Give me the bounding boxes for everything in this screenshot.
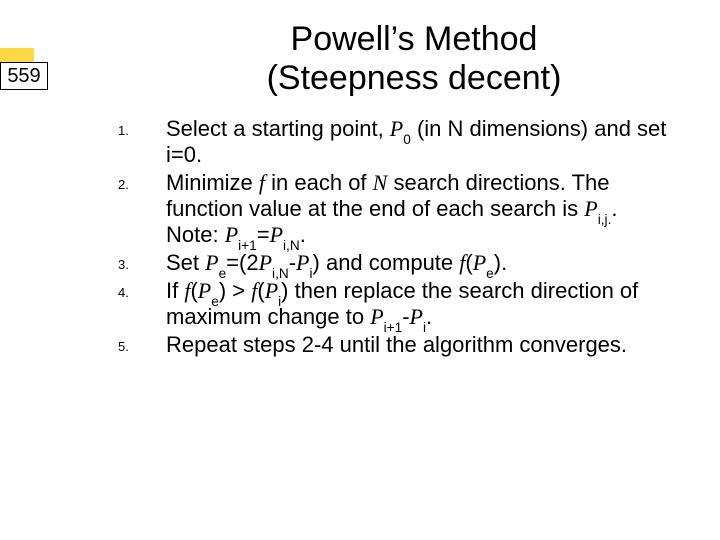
list-item: 2. Minimize f in each of N search direct… <box>118 170 670 248</box>
steps-list: 1. Select a starting point, P0 (in N dim… <box>118 116 670 358</box>
title-line-2: (Steepness decent) <box>168 59 660 98</box>
title-line-1: Powell’s Method <box>168 20 660 59</box>
page-number: 559 <box>7 65 40 88</box>
item-text: Select a starting point, P0 (in N dimens… <box>166 116 666 167</box>
slide: 559 Powell’s Method (Steepness decent) 1… <box>0 0 720 540</box>
item-text: Set Pe=(2Pi,N-Pi) and compute f(Pe). <box>166 250 507 275</box>
slide-title: Powell’s Method (Steepness decent) <box>168 20 660 98</box>
item-number: 2. <box>118 177 129 192</box>
list-item: 5. Repeat steps 2-4 until the algorithm … <box>118 332 670 358</box>
item-text: Repeat steps 2-4 until the algorithm con… <box>166 332 627 357</box>
item-number: 3. <box>118 257 129 272</box>
item-number: 1. <box>118 123 129 138</box>
item-number: 5. <box>118 339 129 354</box>
list-item: 3. Set Pe=(2Pi,N-Pi) and compute f(Pe). <box>118 250 670 276</box>
page-number-box: 559 <box>0 62 48 90</box>
list-item: 1. Select a starting point, P0 (in N dim… <box>118 116 670 168</box>
item-number: 4. <box>118 285 129 300</box>
list-item: 4. If f(Pe) > f(Pi) then replace the sea… <box>118 278 670 330</box>
item-text: If f(Pe) > f(Pi) then replace the search… <box>166 278 638 329</box>
item-text: Minimize f in each of N search direction… <box>166 170 617 247</box>
